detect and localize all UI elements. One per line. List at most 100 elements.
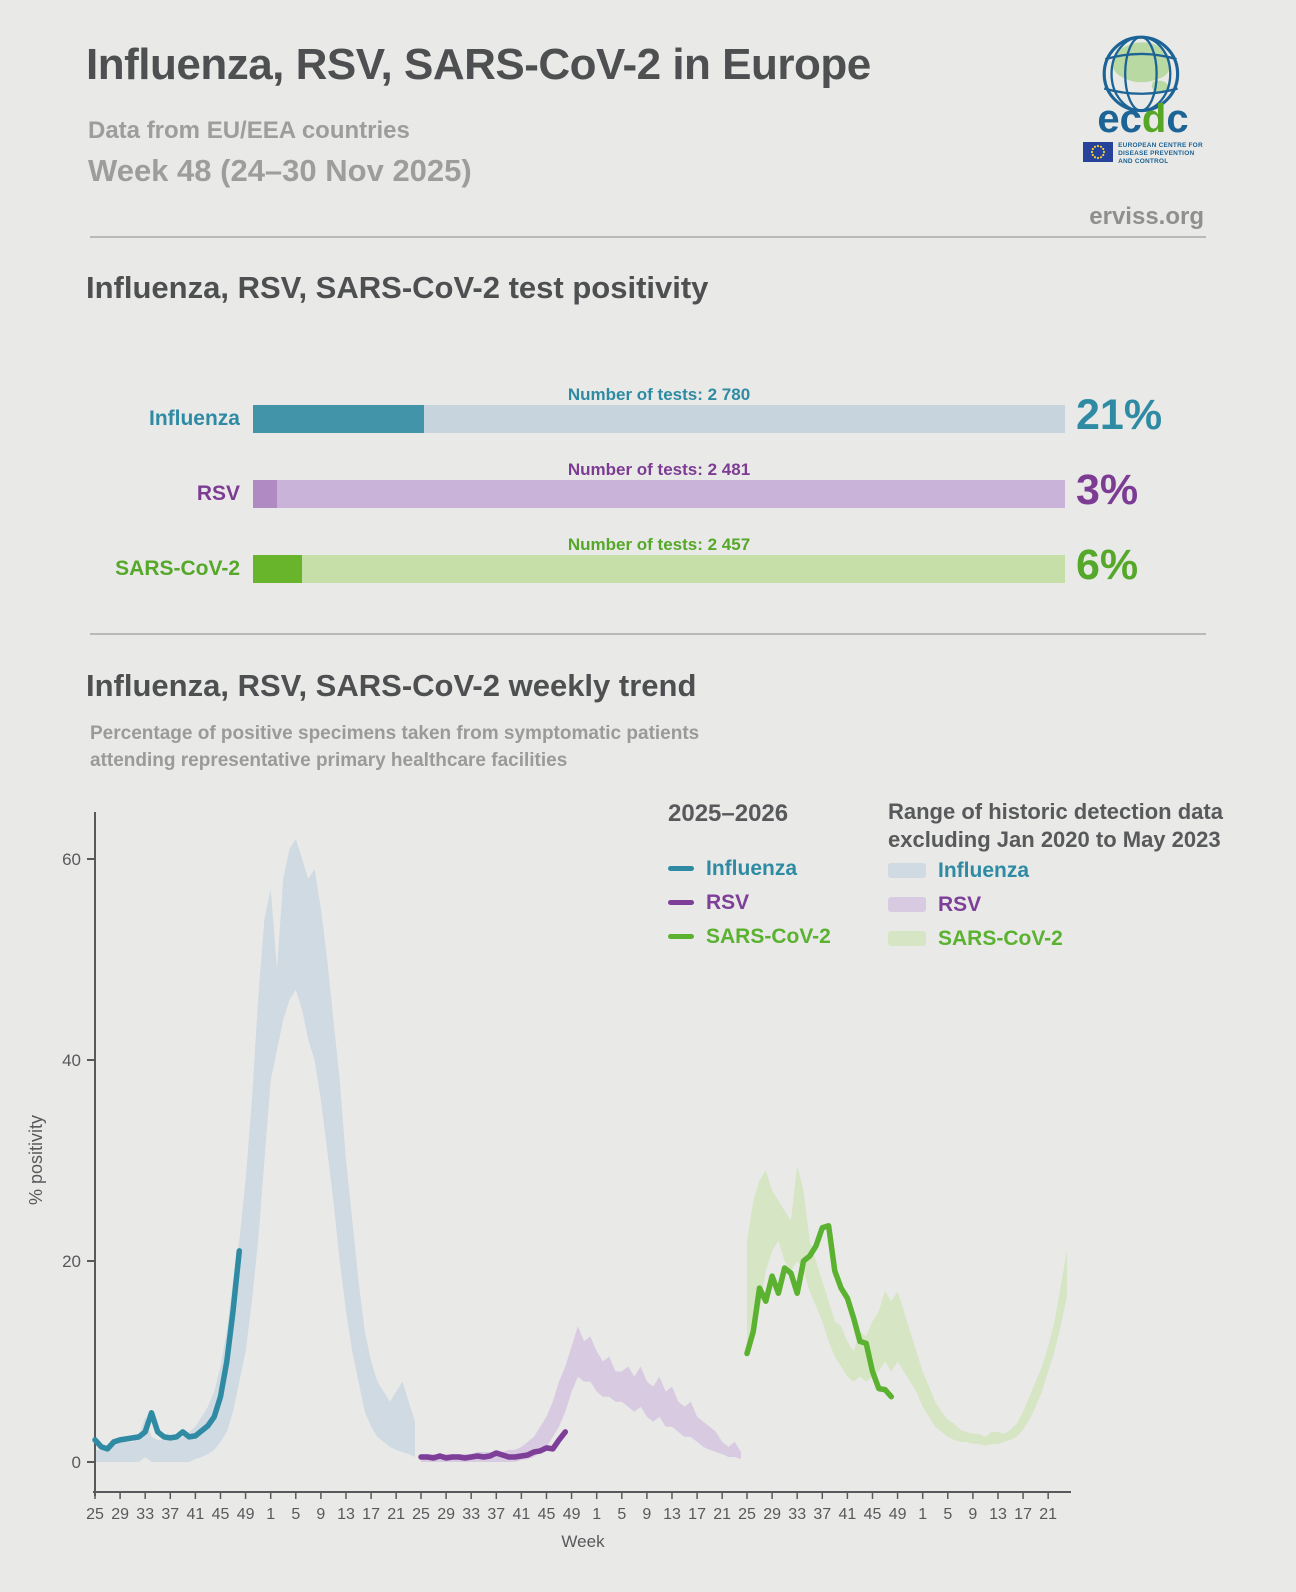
x-tick-label: 5 bbox=[291, 1506, 300, 1523]
report-week: Week 48 (24–30 Nov 2025) bbox=[88, 153, 472, 188]
x-tick-label: 13 bbox=[663, 1506, 681, 1523]
x-tick-label: 13 bbox=[989, 1506, 1007, 1523]
influenza-historic-band bbox=[95, 838, 415, 1462]
y-tick-label: 0 bbox=[72, 1453, 81, 1472]
bar-row-sars-cov-2: Number of tests: 2 457 SARS-CoV-2 6% bbox=[0, 535, 1296, 610]
x-tick-label: 37 bbox=[161, 1506, 179, 1523]
influenza-band-swatch bbox=[888, 863, 926, 878]
y-tick-label: 20 bbox=[62, 1252, 81, 1271]
legend-season-title: 2025–2026 bbox=[668, 800, 789, 827]
x-tick-label: 25 bbox=[86, 1506, 104, 1523]
legend-item-sars-line: SARS-CoV-2 bbox=[668, 925, 878, 948]
x-tick-label: 9 bbox=[316, 1506, 325, 1523]
x-tick-label: 29 bbox=[437, 1506, 455, 1523]
bar-fill bbox=[253, 555, 302, 583]
legend-item-sars-band: SARS-CoV-2 bbox=[888, 927, 1228, 950]
y-tick-label: 60 bbox=[62, 850, 81, 869]
bar-track bbox=[253, 555, 1065, 583]
divider bbox=[90, 633, 1206, 635]
x-tick-label: 29 bbox=[111, 1506, 129, 1523]
influenza-line-swatch bbox=[668, 866, 694, 871]
x-tick-label: 5 bbox=[943, 1506, 952, 1523]
x-tick-label: 25 bbox=[738, 1506, 756, 1523]
rsv-band-swatch bbox=[888, 897, 926, 912]
y-tick-label: 40 bbox=[62, 1051, 81, 1070]
ecdc-logo: ecdc EUROPEAN CENTRE FOR DISEASE PREVENT… bbox=[1075, 34, 1211, 166]
sars-cov-2-line-swatch bbox=[668, 934, 694, 939]
x-tick-label: 41 bbox=[838, 1506, 856, 1523]
x-axis-title: Week bbox=[561, 1532, 605, 1551]
x-tick-label: 21 bbox=[1039, 1506, 1057, 1523]
y-axis-title: % positivity bbox=[26, 1115, 46, 1205]
x-tick-label: 37 bbox=[487, 1506, 505, 1523]
legend-item-rsv-line: RSV bbox=[668, 891, 878, 914]
erviss-link[interactable]: erviss.org bbox=[1089, 203, 1204, 230]
ecdc-globe-icon bbox=[1102, 35, 1180, 113]
rsv-historic-band bbox=[421, 1326, 741, 1462]
rsv-current-line bbox=[418, 1429, 569, 1461]
tests-count-label: Number of tests: 2 457 bbox=[567, 535, 751, 554]
legend-historic-range: Range of historic detection data excludi… bbox=[888, 798, 1228, 950]
legend-historic-title: Range of historic detection data excludi… bbox=[888, 799, 1223, 852]
positivity-value: 21% bbox=[1076, 391, 1163, 439]
x-tick-label: 45 bbox=[212, 1506, 230, 1523]
x-tick-label: 13 bbox=[337, 1506, 355, 1523]
x-tick-label: 1 bbox=[592, 1506, 601, 1523]
x-tick-label: 45 bbox=[864, 1506, 882, 1523]
x-tick-label: 9 bbox=[968, 1506, 977, 1523]
x-tick-label: 17 bbox=[1014, 1506, 1032, 1523]
bar-track bbox=[253, 405, 1065, 433]
x-tick-label: 33 bbox=[462, 1506, 480, 1523]
x-tick-label: 5 bbox=[617, 1506, 626, 1523]
rsv-line-swatch bbox=[668, 900, 694, 905]
x-tick-label: 9 bbox=[642, 1506, 651, 1523]
x-tick-label: 45 bbox=[538, 1506, 556, 1523]
bar-track bbox=[253, 480, 1065, 508]
tests-count-label: Number of tests: 2 780 bbox=[567, 385, 751, 404]
page-title: Influenza, RSV, SARS-CoV-2 in Europe bbox=[86, 40, 871, 89]
x-tick-label: 25 bbox=[412, 1506, 430, 1523]
positivity-value: 3% bbox=[1076, 466, 1139, 514]
bar-row-influenza: Number of tests: 2 780 Influenza 21% bbox=[0, 385, 1296, 460]
legend-item-influenza-line: Influenza bbox=[668, 857, 878, 880]
ecdc-org-name: EUROPEAN CENTRE FOR DISEASE PREVENTION A… bbox=[1118, 142, 1203, 165]
x-tick-label: 1 bbox=[918, 1506, 927, 1523]
bar-fill bbox=[253, 480, 278, 508]
x-tick-label: 21 bbox=[387, 1506, 405, 1523]
x-tick-label: 21 bbox=[713, 1506, 731, 1523]
trend-subtitle: Percentage of positive specimens taken f… bbox=[90, 723, 700, 771]
x-tick-label: 49 bbox=[563, 1506, 581, 1523]
legend-item-influenza-band: Influenza bbox=[888, 859, 1228, 882]
divider bbox=[90, 236, 1206, 238]
x-tick-label: 33 bbox=[788, 1506, 806, 1523]
x-tick-label: 17 bbox=[362, 1506, 380, 1523]
x-tick-label: 17 bbox=[688, 1506, 706, 1523]
positivity-value: 6% bbox=[1076, 541, 1139, 589]
sars-cov-2-historic-band bbox=[747, 1165, 1067, 1446]
x-tick-label: 41 bbox=[186, 1506, 204, 1523]
legend-item-rsv-band: RSV bbox=[888, 893, 1228, 916]
bar-row-rsv: Number of tests: 2 481 RSV 3% bbox=[0, 460, 1296, 535]
sars-cov-2-band-swatch bbox=[888, 931, 926, 946]
x-tick-label: 1 bbox=[266, 1506, 275, 1523]
sars-cov-2-current-line bbox=[744, 1223, 895, 1400]
bar-label: RSV bbox=[196, 482, 240, 505]
bar-label: SARS-CoV-2 bbox=[115, 557, 240, 580]
tests-count-label: Number of tests: 2 481 bbox=[567, 460, 751, 479]
bar-fill bbox=[253, 405, 424, 433]
legend-current-season: 2025–2026 Influenza RSV SARS-CoV-2 bbox=[668, 800, 878, 948]
eu-flag-icon bbox=[1083, 142, 1114, 162]
x-tick-label: 49 bbox=[889, 1506, 907, 1523]
x-tick-label: 29 bbox=[763, 1506, 781, 1523]
x-tick-label: 41 bbox=[512, 1506, 530, 1523]
influenza-current-line bbox=[92, 1248, 243, 1452]
positivity-section-title: Influenza, RSV, SARS-CoV-2 test positivi… bbox=[86, 270, 709, 305]
ecdc-wordmark: ecdc bbox=[1097, 97, 1189, 141]
page-subtitle: Data from EU/EEA countries bbox=[88, 117, 410, 144]
x-tick-label: 49 bbox=[237, 1506, 255, 1523]
x-tick-label: 37 bbox=[813, 1506, 831, 1523]
x-tick-label: 33 bbox=[136, 1506, 154, 1523]
bar-label: Influenza bbox=[148, 407, 240, 430]
